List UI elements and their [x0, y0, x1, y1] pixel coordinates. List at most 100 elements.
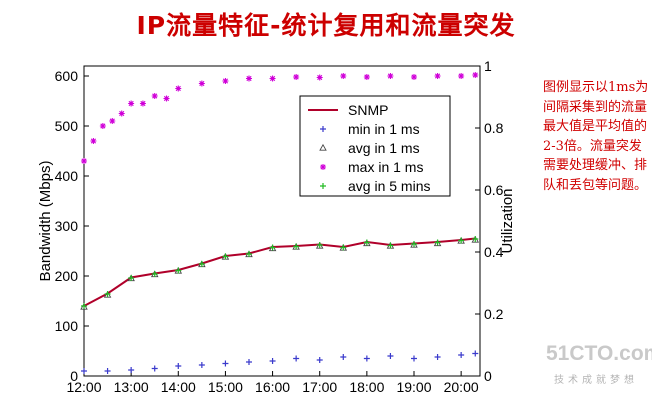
data-point-min-in-1-ms — [472, 350, 479, 357]
y2-axis-label: Utilization — [499, 188, 516, 253]
data-point-avg-in-5-mins — [411, 241, 417, 247]
data-point-avg-in-5-mins — [269, 244, 276, 251]
legend-label: avg in 1 ms — [348, 140, 420, 156]
data-point-max-in-1-ms — [472, 72, 479, 78]
data-point-min-in-1-ms — [246, 359, 252, 365]
legend: SNMP min in 1 ms avg in 1 ms max in 1 ms avg… — [299, 95, 451, 197]
data-point-avg-in-5-mins — [293, 243, 300, 250]
data-point-avg-in-5-mins — [472, 236, 479, 242]
data-point-max-in-1-ms — [458, 73, 465, 79]
data-point-min-in-1-ms — [128, 367, 135, 373]
data-point-max-in-1-ms — [99, 123, 106, 129]
watermark-logo: 51CTO.com — [546, 342, 652, 365]
data-point-avg-in-5-mins — [104, 291, 111, 297]
plot-frame — [83, 65, 481, 377]
data-point-min-in-1-ms — [411, 355, 417, 362]
data-point-avg-in-5-mins — [316, 242, 323, 248]
y-tick-label: 200 — [55, 268, 79, 284]
y2-tick-label: 0.8 — [484, 120, 504, 136]
y-tick-label: 400 — [55, 168, 79, 184]
data-point-max-in-1-ms — [411, 74, 417, 80]
y2-tick-label: 0.2 — [484, 306, 504, 322]
data-point-max-in-1-ms — [198, 80, 205, 87]
data-point-min-in-1-ms — [458, 352, 465, 358]
data-point-max-in-1-ms — [269, 75, 276, 82]
data-point-max-in-1-ms — [363, 74, 370, 80]
data-point-min-in-1-ms — [175, 363, 182, 369]
legend-marker — [320, 164, 326, 170]
data-point-min-in-1-ms — [81, 368, 87, 374]
data-point-max-in-1-ms — [81, 158, 87, 164]
y2-tick-label: 0 — [484, 368, 492, 384]
data-point-max-in-1-ms — [246, 75, 252, 82]
y2-tick-label: 1 — [484, 58, 492, 74]
data-point-max-in-1-ms — [118, 110, 125, 117]
data-point-max-in-1-ms — [387, 73, 394, 79]
legend-label: avg in 5 mins — [348, 178, 430, 194]
data-point-min-in-1-ms — [151, 365, 158, 372]
data-point-avg-in-5-mins — [151, 271, 158, 277]
x-tick-label: 17:00 — [302, 379, 337, 395]
data-point-min-in-1-ms — [434, 354, 441, 360]
y-tick-label: 0 — [70, 368, 78, 384]
data-point-max-in-1-ms — [434, 73, 441, 79]
data-point-avg-in-5-mins — [434, 239, 441, 246]
x-tick-label: 16:00 — [255, 379, 290, 395]
data-point-min-in-1-ms — [222, 360, 229, 367]
series-layer — [80, 72, 480, 374]
data-point-min-in-1-ms — [198, 362, 205, 368]
data-point-avg-in-5-mins — [363, 239, 370, 246]
data-point-max-in-1-ms — [222, 78, 229, 84]
data-point-avg-in-5-mins — [128, 275, 135, 281]
y-tick-label: 300 — [55, 218, 79, 234]
x-tick-label: 14:00 — [161, 379, 196, 395]
y2-tick-label: 0.6 — [484, 182, 504, 198]
data-point-max-in-1-ms — [316, 74, 323, 81]
legend-label: max in 1 ms — [348, 159, 423, 175]
data-point-max-in-1-ms — [128, 100, 135, 107]
data-point-max-in-1-ms — [151, 93, 158, 99]
y2-tick-label: 0.4 — [484, 244, 504, 260]
data-point-avg-in-5-mins — [222, 253, 229, 260]
x-tick-label: 15:00 — [208, 379, 243, 395]
legend-label: min in 1 ms — [348, 121, 420, 137]
data-point-avg-in-5-mins — [387, 242, 394, 249]
tick-layer: 12:00 13:00 14:00 15:00 16:00 17:00 18:00 19:00… — [55, 58, 504, 395]
x-tick-label: 13:00 — [114, 379, 149, 395]
data-point-avg-in-5-mins — [458, 237, 465, 244]
data-point-max-in-1-ms — [163, 95, 170, 102]
data-point-avg-in-5-mins — [246, 251, 252, 257]
x-tick-label: 20:00 — [444, 379, 479, 395]
data-point-avg-in-5-mins — [175, 267, 182, 274]
x-tick-label: 19:00 — [396, 379, 431, 395]
series-line-snmp — [83, 237, 476, 307]
legend-marker — [320, 183, 326, 189]
legend-marker — [320, 126, 326, 132]
data-point-avg-in-5-mins — [81, 303, 87, 309]
x-tick-label: 18:00 — [349, 379, 384, 395]
data-point-max-in-1-ms — [90, 138, 97, 144]
slide-title: IP流量特征-统计复用和流量突发 — [136, 11, 516, 40]
data-point-min-in-1-ms — [363, 355, 370, 362]
x-tick-label: 12:00 — [66, 379, 101, 395]
data-point-min-in-1-ms — [316, 357, 323, 363]
data-point-min-in-1-ms — [269, 358, 276, 364]
legend-box — [299, 95, 451, 197]
y-tick-label: 100 — [55, 318, 79, 334]
data-point-avg-in-5-mins — [198, 261, 205, 267]
data-point-max-in-1-ms — [340, 73, 347, 79]
watermark-slogan: 技术成就梦想 — [554, 375, 638, 386]
y-tick-label: 600 — [55, 68, 79, 84]
annotation-text: 图例显示以1ms为间隔采集到的流量最大值是平均值的2-3倍。流量突发需要处理缓冲… — [543, 80, 649, 193]
data-point-avg-in-5-mins — [340, 244, 347, 251]
data-point-min-in-1-ms — [293, 355, 300, 362]
y-tick-label: 500 — [55, 118, 79, 134]
data-point-max-in-1-ms — [293, 74, 300, 80]
data-point-min-in-1-ms — [340, 354, 347, 360]
data-point-min-in-1-ms — [104, 368, 111, 374]
data-point-max-in-1-ms — [139, 100, 146, 107]
legend-marker — [319, 143, 327, 151]
data-point-max-in-1-ms — [175, 85, 182, 92]
data-point-max-in-1-ms — [109, 118, 116, 124]
data-point-min-in-1-ms — [387, 353, 394, 359]
